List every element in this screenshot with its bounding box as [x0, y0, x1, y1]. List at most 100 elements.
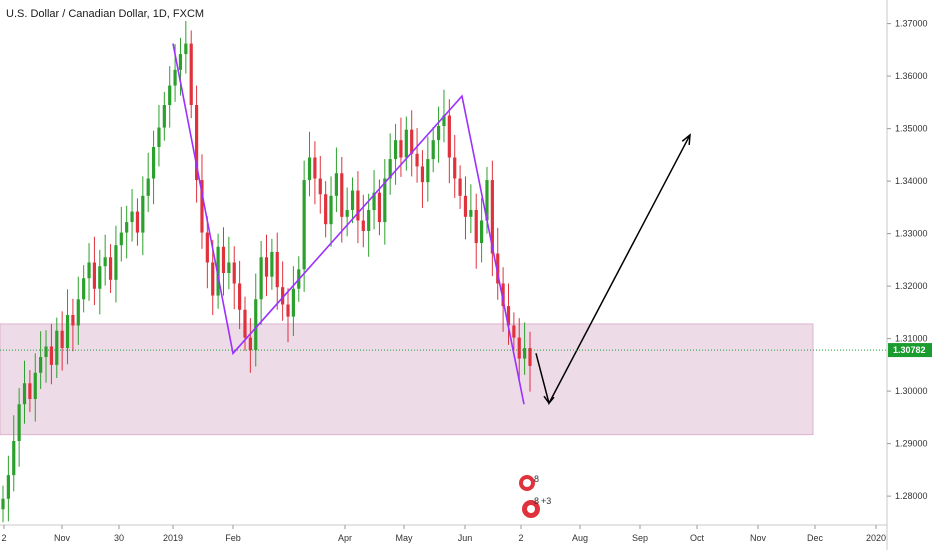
candle-body [44, 346, 48, 357]
price-axis[interactable]: 1.37000 1.36000 1.35000 1.34000 1.33000 1.320… [887, 19, 928, 502]
candle-body [194, 105, 199, 181]
candle-body [168, 85, 172, 105]
event-badges[interactable]: 8 8 +3 [519, 474, 551, 518]
candle-body [189, 43, 193, 105]
y-tick-label: 1.31000 [895, 334, 928, 344]
support-zone[interactable] [0, 323, 814, 436]
x-tick-label: Feb [225, 533, 241, 543]
x-tick-label: Apr [338, 533, 352, 543]
projection-arrow-layer [535, 133, 691, 406]
candle-body [12, 441, 16, 476]
candle-body [512, 325, 516, 338]
candle-body [55, 330, 59, 365]
candle-body [33, 372, 37, 399]
candle-body [259, 257, 263, 300]
candle-body [345, 210, 349, 217]
x-tick-label: 2 [518, 533, 523, 543]
candle-body [350, 190, 355, 210]
x-tick-label: 2020 [866, 533, 886, 543]
candle-body [254, 299, 258, 351]
time-axis[interactable]: 2 Nov 30 2019 Feb Apr May Jun 2 Aug Sep Oct Nov Dec 20… [1, 525, 886, 543]
candle-body [1, 498, 5, 510]
x-tick-label: 2019 [163, 533, 183, 543]
candle-body [114, 245, 118, 280]
candle-body [221, 246, 226, 273]
y-tick-label: 1.29000 [895, 439, 928, 449]
candle-body [506, 306, 511, 326]
candle-body [82, 278, 86, 300]
candle-body [60, 330, 64, 349]
candle-body [517, 337, 521, 359]
candle-body [496, 253, 500, 284]
x-tick-label: Sep [632, 533, 648, 543]
candle-body [157, 127, 161, 147]
ca-flag-inner-icon [527, 505, 535, 513]
candle-body [135, 211, 140, 233]
candle-body [248, 337, 252, 351]
candle-body [480, 220, 484, 244]
candle-body [442, 115, 446, 126]
candles-layer [1, 21, 532, 523]
candle-body [356, 190, 360, 221]
us-flag-inner-icon [523, 479, 531, 487]
y-tick-label: 1.28000 [895, 491, 928, 501]
candle-body [264, 257, 269, 277]
dip-arrowhead [543, 395, 555, 405]
candle-body [463, 195, 468, 217]
badge-count-top: 8 [534, 474, 539, 484]
candle-body [372, 192, 376, 210]
candle-body [383, 178, 387, 223]
candle-body [453, 157, 457, 179]
x-tick-label: Nov [750, 533, 767, 543]
candle-body [65, 315, 70, 349]
candle-body [39, 357, 43, 373]
y-tick-label: 1.33000 [895, 229, 928, 239]
candle-body [205, 232, 209, 263]
candle-body [92, 262, 97, 289]
candle-body [173, 69, 177, 86]
pattern-layer [172, 43, 525, 405]
x-tick-label: 2 [1, 533, 6, 543]
current-price-layer: 1.30782 [0, 343, 932, 358]
x-tick-label: Nov [54, 533, 71, 543]
candle-body [485, 180, 489, 221]
candle-body [302, 180, 306, 270]
candle-body [103, 257, 107, 267]
candle-body [501, 283, 505, 307]
y-tick-label: 1.36000 [895, 71, 928, 81]
y-tick-label: 1.32000 [895, 281, 928, 291]
candle-body [87, 262, 91, 279]
candle-body [334, 173, 339, 196]
pattern-line[interactable] [172, 43, 525, 405]
candle-body [367, 210, 371, 231]
candle-body [108, 257, 113, 280]
y-tick-label: 1.37000 [895, 19, 928, 29]
candle-body [388, 159, 392, 179]
candle-body [404, 129, 408, 158]
candle-body [98, 266, 102, 289]
chart-title: U.S. Dollar / Canadian Dollar, 1D, FXCM [6, 8, 204, 20]
x-tick-label: 30 [114, 533, 124, 543]
candle-body [458, 178, 462, 196]
candle-body [76, 299, 80, 326]
candle-body [125, 222, 129, 233]
x-tick-label: Jun [458, 533, 473, 543]
x-tick-label: Oct [690, 533, 705, 543]
candle-body [447, 115, 451, 158]
candle-body [291, 288, 295, 317]
candle-body [227, 262, 231, 273]
candle-body [211, 262, 215, 296]
badge-count-bottom: 8 [534, 496, 539, 506]
candle-body [6, 475, 10, 499]
x-tick-label: May [395, 533, 413, 543]
candle-body [469, 210, 473, 217]
candle-body [415, 153, 419, 167]
current-price-value: 1.30782 [893, 345, 926, 355]
candle-body [130, 211, 134, 223]
candle-body [324, 194, 328, 225]
support-zone-layer [0, 323, 814, 436]
candle-body [49, 346, 53, 365]
candle-body [184, 43, 188, 55]
candle-body [216, 246, 220, 296]
